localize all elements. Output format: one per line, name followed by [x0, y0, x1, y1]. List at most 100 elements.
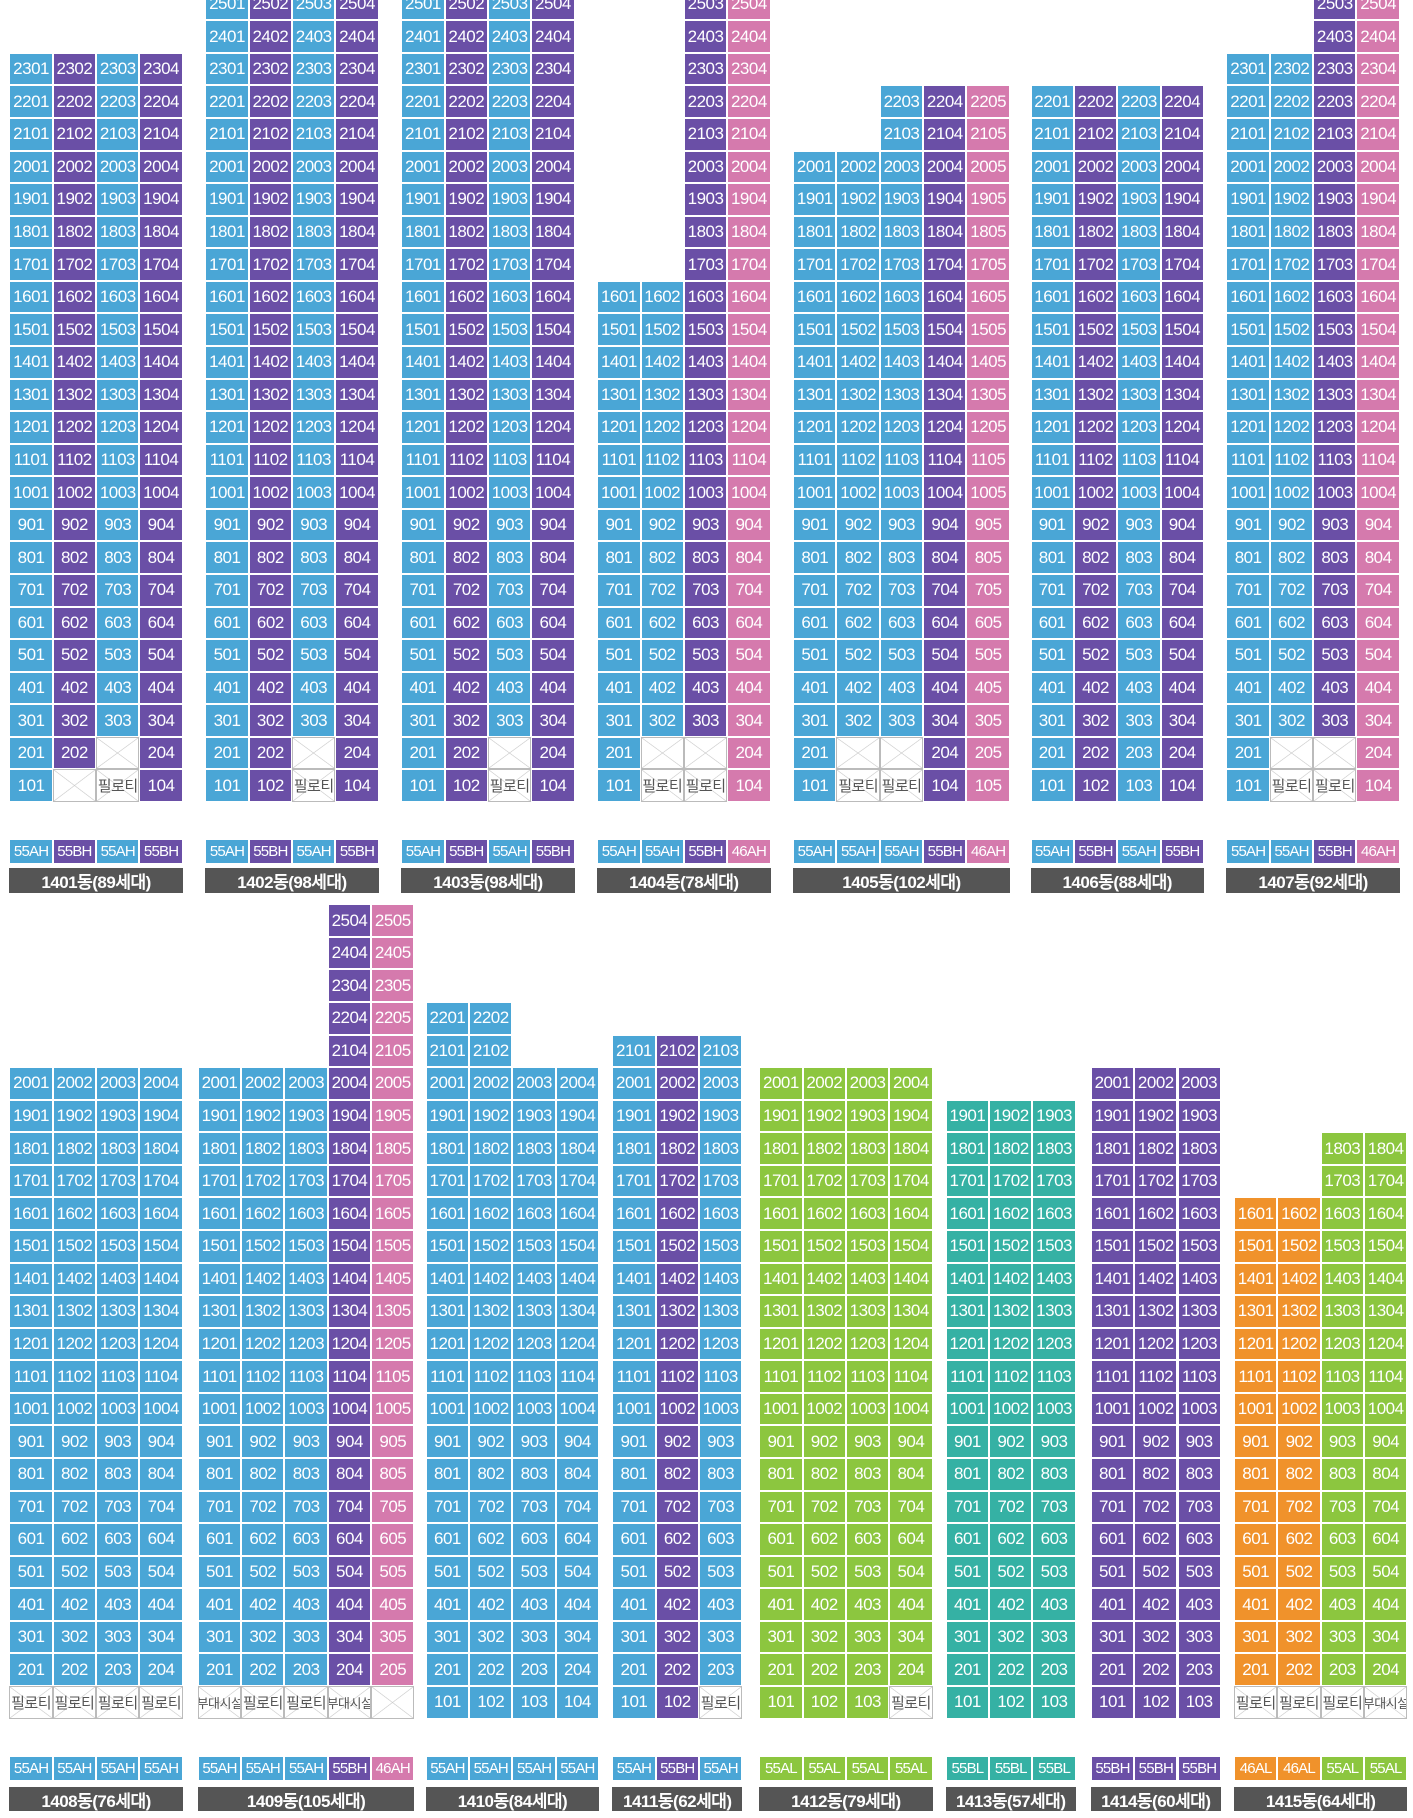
unit-type-label: 55AH: [487, 838, 532, 864]
unit-type-label: 55AH: [425, 1756, 470, 1782]
unit-cell: 504: [1160, 639, 1204, 672]
unit-cell: 104: [335, 769, 379, 802]
unit-cell: 601: [9, 1523, 53, 1556]
unit-cell: 902: [989, 1425, 1033, 1458]
unit-cell: 302: [444, 704, 488, 737]
unit-cell: 1902: [802, 1099, 846, 1133]
unit-cell: 703: [512, 1490, 556, 1524]
unit-cell: 1004: [555, 1392, 600, 1426]
unit-cell: 1104: [139, 443, 183, 477]
unit-cell: 1905: [371, 1099, 415, 1133]
unit-cell: 1204: [727, 411, 771, 444]
unit-cell: 703: [1177, 1490, 1221, 1524]
unit-cell: 103: [1117, 769, 1161, 802]
unit-cell: 1002: [52, 1392, 97, 1426]
unit-cell: 1403: [1313, 345, 1357, 379]
unit-cell: 1801: [9, 1132, 53, 1165]
unit-cell: 1603: [292, 280, 336, 314]
unit-cell: 1303: [284, 1295, 328, 1328]
unit-cell: 401: [205, 671, 249, 705]
unit-cell: 1102: [248, 443, 293, 477]
unit-cell: 604: [139, 606, 183, 640]
unit-cell: 1603: [512, 1197, 556, 1230]
piloti-cell: 필로티: [698, 1686, 743, 1719]
unit-cell: 2301: [9, 52, 53, 86]
unit-cell: 702: [802, 1490, 846, 1524]
unit-cell: 702: [1073, 573, 1118, 607]
unit-cell: 1504: [531, 313, 575, 346]
unit-cell: 2002: [1269, 150, 1314, 184]
unit-cell: 704: [555, 1490, 600, 1524]
unit-cell: 401: [612, 1588, 656, 1621]
unit-cell: 1304: [327, 1295, 372, 1328]
unit-cell: 2202: [1269, 85, 1314, 118]
unit-type-label: 55AH: [597, 838, 641, 864]
unit-cell: 1301: [9, 1295, 53, 1328]
unit-cell: 302: [469, 1620, 513, 1654]
unit-cell: 703: [292, 573, 336, 607]
unit-cell: 2503: [292, 0, 336, 21]
unit-cell: 704: [1160, 573, 1204, 607]
unit-cell: 702: [248, 573, 293, 607]
unit-cell: 1001: [1234, 1392, 1278, 1426]
unit-cell: 901: [401, 508, 445, 542]
unit-cell: 2204: [1160, 85, 1204, 118]
unit-cell: 701: [9, 1490, 53, 1524]
unit-cell: 1901: [401, 183, 445, 216]
unit-cell: 1001: [1226, 476, 1270, 509]
unit-cell: 2201: [401, 85, 445, 118]
unit-cell: 1303: [292, 378, 336, 412]
empty-cell: [371, 1686, 415, 1719]
unit-cell: 1704: [139, 1164, 183, 1198]
unit-cell: 1804: [531, 215, 575, 249]
unit-cell: 2002: [248, 150, 293, 184]
unit-cell: 201: [9, 1653, 53, 1686]
unit-type-label: 55AH: [1117, 838, 1161, 864]
unit-cell: 2103: [487, 117, 532, 151]
unit-cell: 1502: [1269, 313, 1314, 346]
unit-cell: 1201: [759, 1327, 803, 1361]
unit-cell: 2104: [1356, 117, 1400, 151]
unit-cell: 1902: [444, 183, 488, 216]
unit-cell: 603: [1032, 1523, 1076, 1556]
unit-cell: 1202: [1269, 411, 1314, 444]
unit-cell: 1304: [335, 378, 379, 412]
unit-cell: 1004: [139, 476, 183, 509]
unit-cell: 704: [139, 1490, 183, 1524]
unit-cell: 1101: [205, 443, 249, 477]
unit-cell: 1704: [727, 248, 771, 281]
unit-cell: 1001: [945, 1392, 990, 1426]
unit-type-label: 55BH: [139, 838, 183, 864]
unit-type-label: 46AH: [1356, 838, 1400, 864]
unit-cell: 1901: [1090, 1099, 1135, 1133]
unit-cell: 1301: [597, 378, 641, 412]
unit-cell: 1501: [1090, 1229, 1135, 1263]
unit-cell: 2304: [531, 52, 575, 86]
unit-cell: 1302: [1269, 378, 1314, 412]
unit-cell: 2201: [1226, 85, 1270, 118]
unit-cell: 303: [96, 704, 140, 737]
unit-cell: 304: [327, 1620, 372, 1654]
unit-cell: 1801: [612, 1132, 656, 1165]
unit-cell: 2102: [1269, 117, 1314, 151]
unit-cell: 1502: [52, 313, 97, 346]
unit-cell: 1103: [96, 1360, 140, 1393]
unit-cell: 701: [425, 1490, 470, 1524]
unit-cell: 504: [555, 1555, 600, 1589]
unit-cell: 804: [889, 1457, 933, 1491]
unit-cell: 802: [655, 1457, 699, 1491]
unit-cell: 1404: [335, 345, 379, 379]
unit-cell: 2403: [487, 20, 532, 53]
unit-cell: 1701: [793, 248, 837, 281]
unit-cell: 304: [139, 1620, 183, 1654]
unit-cell: 904: [335, 508, 379, 542]
unit-cell: 903: [487, 508, 532, 542]
unit-type-label: 46AL: [1277, 1756, 1321, 1782]
unit-cell: 503: [845, 1555, 890, 1589]
unit-cell: 1601: [1030, 280, 1074, 314]
unit-cell: 501: [425, 1555, 470, 1589]
unit-cell: 304: [555, 1620, 600, 1654]
unit-cell: 1101: [197, 1360, 242, 1393]
unit-cell: 1805: [966, 215, 1010, 249]
unit-cell: 902: [52, 1425, 97, 1458]
